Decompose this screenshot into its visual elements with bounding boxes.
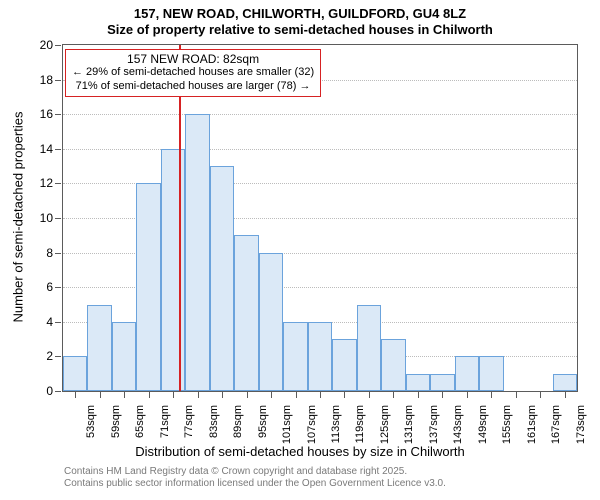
y-tick-label: 10 — [40, 211, 63, 225]
gridline — [63, 114, 577, 115]
y-axis-title: Number of semi-detached properties — [11, 112, 26, 323]
histogram-bar — [381, 339, 405, 391]
x-tick — [271, 392, 272, 398]
footnote-line-2: Contains public sector information licen… — [64, 478, 446, 490]
x-tick — [320, 392, 321, 398]
histogram-bar — [63, 356, 87, 391]
x-tick — [565, 392, 566, 398]
x-tick — [198, 392, 199, 398]
y-tick-label: 2 — [46, 349, 63, 363]
x-tick — [491, 392, 492, 398]
histogram-bar — [283, 322, 307, 391]
histogram-bar — [308, 322, 332, 391]
histogram-bar — [357, 305, 381, 392]
histogram-bar — [332, 339, 356, 391]
histogram-bar — [259, 253, 283, 391]
y-tick-label: 8 — [46, 246, 63, 260]
chart-container: 157, NEW ROAD, CHILWORTH, GUILDFORD, GU4… — [0, 0, 600, 500]
title-line-1: 157, NEW ROAD, CHILWORTH, GUILDFORD, GU4… — [0, 6, 600, 22]
histogram-bar — [112, 322, 136, 391]
histogram-bar — [479, 356, 503, 391]
y-tick-label: 12 — [40, 176, 63, 190]
x-tick — [467, 392, 468, 398]
x-tick — [540, 392, 541, 398]
histogram-bar — [161, 149, 185, 391]
callout-title: 157 NEW ROAD: 82sqm — [72, 52, 314, 66]
histogram-bar — [455, 356, 479, 391]
x-tick — [296, 392, 297, 398]
histogram-bar — [185, 114, 209, 391]
y-tick-label: 14 — [40, 142, 63, 156]
y-tick-label: 6 — [46, 280, 63, 294]
histogram-bar — [430, 374, 454, 391]
x-tick — [100, 392, 101, 398]
marker-line — [179, 45, 181, 391]
x-tick — [516, 392, 517, 398]
x-axis-title: Distribution of semi-detached houses by … — [0, 444, 600, 459]
callout-line-larger: 71% of semi-detached houses are larger (… — [72, 80, 314, 93]
x-tick — [344, 392, 345, 398]
x-tick — [369, 392, 370, 398]
gridline — [63, 149, 577, 150]
footnote-line-1: Contains HM Land Registry data © Crown c… — [64, 466, 446, 478]
x-tick — [247, 392, 248, 398]
histogram-bar — [87, 305, 111, 392]
x-tick — [149, 392, 150, 398]
title-block: 157, NEW ROAD, CHILWORTH, GUILDFORD, GU4… — [0, 0, 600, 39]
histogram-bar — [406, 374, 430, 391]
histogram-bar — [136, 183, 160, 391]
title-line-2: Size of property relative to semi-detach… — [0, 22, 600, 38]
y-tick-label: 0 — [46, 384, 63, 398]
footnote: Contains HM Land Registry data © Crown c… — [64, 466, 446, 490]
plot-area: 0246810121416182053sqm59sqm65sqm71sqm77s… — [62, 44, 578, 392]
callout-line-smaller: ← 29% of semi-detached houses are smalle… — [72, 66, 314, 79]
x-tick — [442, 392, 443, 398]
histogram-bar — [210, 166, 234, 391]
x-tick — [75, 392, 76, 398]
x-tick — [173, 392, 174, 398]
x-tick — [418, 392, 419, 398]
histogram-bar — [553, 374, 577, 391]
x-tick — [222, 392, 223, 398]
histogram-bar — [234, 235, 258, 391]
x-tick — [124, 392, 125, 398]
y-tick-label: 20 — [40, 38, 63, 52]
y-tick-label: 18 — [40, 73, 63, 87]
y-tick-label: 4 — [46, 315, 63, 329]
y-tick-label: 16 — [40, 107, 63, 121]
callout-box: 157 NEW ROAD: 82sqm← 29% of semi-detache… — [65, 49, 321, 97]
x-tick — [393, 392, 394, 398]
